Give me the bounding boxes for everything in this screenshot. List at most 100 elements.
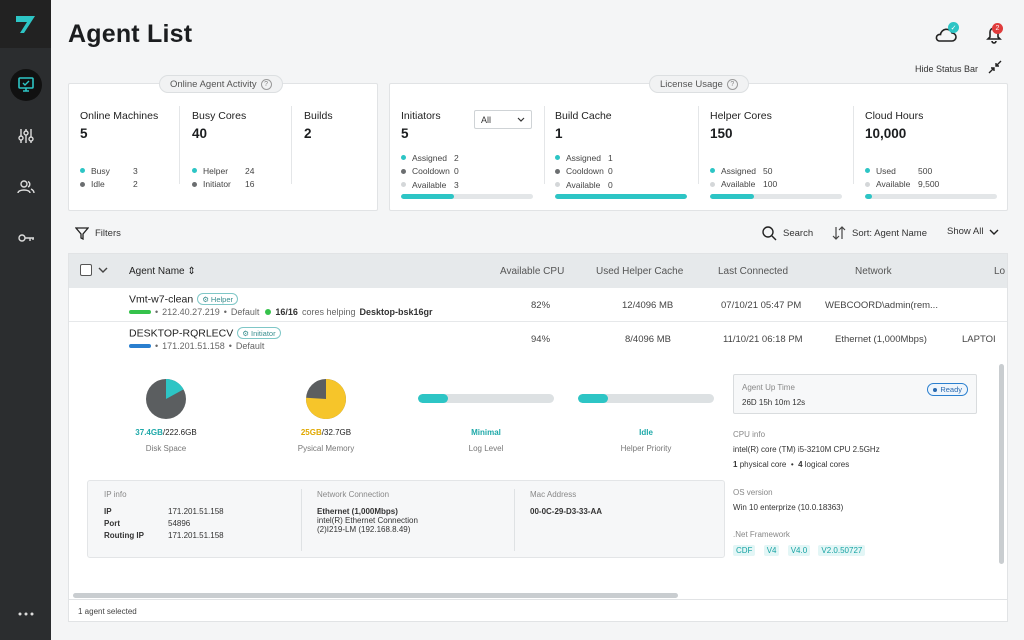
agent-details: 37.4GB/222.6GB Disk Space 25GB/32.7GB Py…	[69, 358, 1007, 598]
nav-license-button[interactable]	[10, 222, 42, 254]
legend-item: Busy 3	[80, 164, 138, 178]
search-button[interactable]: Search	[762, 226, 813, 241]
help-icon[interactable]: ?	[260, 78, 272, 90]
nav-users-button[interactable]	[10, 171, 42, 203]
chevron-down-icon	[517, 117, 525, 122]
role-tag: ⚙ Helper	[197, 293, 239, 305]
online-activity-label: Online Agent Activity?	[159, 75, 283, 93]
chevron-down-icon	[989, 229, 999, 235]
sort-icon	[832, 226, 846, 240]
online-activity-panel: Online Agent Activity? Online Machines 5…	[68, 75, 378, 211]
build-cache-legend: Assigned 1 Cooldown 0 Available 0	[555, 151, 613, 192]
last-connected-cell: 07/10/21 05:47 PM	[721, 300, 802, 311]
col-agent-name[interactable]: Agent Name ⇕	[129, 266, 196, 277]
cpu-cell: 82%	[531, 300, 551, 311]
collapse-icon[interactable]	[988, 60, 1002, 77]
uptime-box: Agent Up Time 26D 15h 10m 12s Ready	[733, 374, 977, 414]
filter-icon	[75, 227, 89, 240]
busy-cores-legend: Helper 24 Initiator 16	[192, 164, 254, 191]
logo-icon	[16, 16, 35, 33]
cpu-cell: 94%	[531, 334, 551, 345]
table-footer: 1 agent selected	[68, 600, 1008, 622]
legend-item: Assigned 2	[401, 151, 459, 165]
col-used-helper-cache[interactable]: Used Helper Cache	[596, 266, 684, 277]
log-level-slider[interactable]	[418, 394, 554, 403]
sliders-icon	[18, 129, 34, 143]
net-tag: CDF	[733, 545, 756, 556]
initiators-legend: Assigned 2 Cooldown 0 Available 3	[401, 151, 459, 192]
horizontal-scrollbar[interactable]	[73, 593, 678, 598]
cloud-hours-progress	[865, 194, 997, 199]
ip-info-box: IP info IP 171.201.51.158 Port 54896 Routi…	[87, 480, 725, 558]
agent-name-cell: Vmt-w7-clean ⚙ Helper	[129, 293, 239, 306]
nav-agents-button[interactable]	[10, 69, 42, 101]
os-info: OS version Win 10 enterprize (10.0.18363…	[733, 488, 844, 512]
helper-priority-slider[interactable]	[578, 394, 714, 403]
search-icon	[762, 226, 777, 241]
helper-priority-label: Idle Helper Priority	[620, 428, 672, 453]
users-icon	[17, 180, 35, 194]
log-cell: LAPTOI	[962, 334, 996, 345]
legend-item: Available 9,500	[865, 178, 939, 192]
net-framework-info: .Net Framework CDF V4 V4.0 V2.0.50727	[733, 530, 977, 556]
vertical-scrollbar[interactable]	[999, 364, 1004, 564]
memory-label: 25GB/32.7GB Pysical Memory	[297, 428, 355, 453]
legend-item: Available 3	[401, 178, 459, 192]
show-all-select[interactable]: Show All	[947, 226, 999, 237]
role-tag: ⚙ Initiator	[237, 327, 281, 339]
nav-more-button[interactable]	[10, 598, 42, 630]
log-level-label: Minimal Log Level	[468, 428, 504, 453]
agent-name-cell: DESKTOP-RQRLECV ⚙ Initiator	[129, 327, 281, 340]
cpu-info: CPU info intel(R) core (TM) i5-3210M CPU…	[733, 430, 880, 469]
legend-item: Used 500	[865, 164, 939, 178]
app-logo[interactable]	[0, 0, 51, 48]
help-icon[interactable]: ?	[726, 78, 738, 90]
more-icon	[18, 612, 34, 616]
build-cache-stat: Build Cache 1	[555, 110, 612, 141]
chevron-down-icon[interactable]	[98, 267, 108, 275]
notifications-button[interactable]: 2	[982, 22, 1006, 46]
cloud-hours-stat: Cloud Hours 10,000	[865, 110, 924, 141]
sort-button[interactable]: Sort: Agent Name	[832, 226, 927, 240]
cloud-status-button[interactable]: ✓	[934, 22, 959, 46]
col-last-connected[interactable]: Last Connected	[718, 266, 789, 277]
legend-item: Initiator 16	[192, 178, 254, 192]
helper-cores-legend: Assigned 50 Available 100	[710, 164, 777, 191]
nav-settings-button[interactable]	[10, 120, 42, 152]
filters-button[interactable]: Filters	[75, 226, 121, 240]
table-row[interactable]: Vmt-w7-clean ⚙ Helper • 212.40.27.219 • D…	[69, 288, 1007, 322]
builds-stat: Builds 2	[304, 110, 333, 141]
agent-meta: • 212.40.27.219 • Default 16/16 cores hel…	[129, 307, 433, 317]
initiators-filter-select[interactable]: All	[474, 110, 532, 129]
status-badge: Ready	[927, 383, 968, 396]
hide-status-bar-link[interactable]: Hide Status Bar	[914, 64, 978, 74]
agent-table: Agent Name ⇕ Available CPU Used Helper C…	[68, 253, 1008, 600]
key-icon	[18, 234, 34, 242]
table-header: Agent Name ⇕ Available CPU Used Helper C…	[69, 254, 1007, 288]
initiators-stat: Initiators 5	[401, 110, 441, 141]
sort-arrows-icon: ⇕	[187, 266, 196, 277]
net-tag: V4.0	[787, 545, 811, 556]
notification-badge: 2	[992, 23, 1003, 34]
agents-icon	[18, 77, 34, 92]
mac-address: Mac Address 00-0C-29-D3-33-AA	[530, 490, 603, 516]
legend-item: Cooldown 0	[555, 165, 613, 179]
table-row[interactable]: DESKTOP-RQRLECV ⚙ Initiator • 171.201.51.…	[69, 322, 1007, 358]
col-available-cpu[interactable]: Available CPU	[500, 266, 565, 277]
cache-cell: 8/4096 MB	[625, 334, 671, 345]
disk-pie	[146, 379, 186, 419]
net-tag: V4	[763, 545, 780, 556]
build-cache-progress	[555, 194, 687, 199]
net-tag: V2.0.50727	[818, 545, 866, 556]
busy-cores-stat: Busy Cores 40	[192, 110, 247, 141]
license-usage-label: License Usage?	[649, 75, 749, 93]
selection-count: 1 agent selected	[78, 607, 137, 616]
helper-cores-progress	[710, 194, 842, 199]
col-network[interactable]: Network	[855, 266, 892, 277]
cache-cell: 12/4096 MB	[622, 300, 674, 311]
initiators-progress	[401, 194, 533, 199]
select-all-checkbox[interactable]	[80, 264, 92, 276]
col-log[interactable]: Lo	[994, 266, 1006, 277]
disk-label: 37.4GB/222.6GB Disk Space	[135, 428, 197, 453]
legend-item: Assigned 1	[555, 151, 613, 165]
